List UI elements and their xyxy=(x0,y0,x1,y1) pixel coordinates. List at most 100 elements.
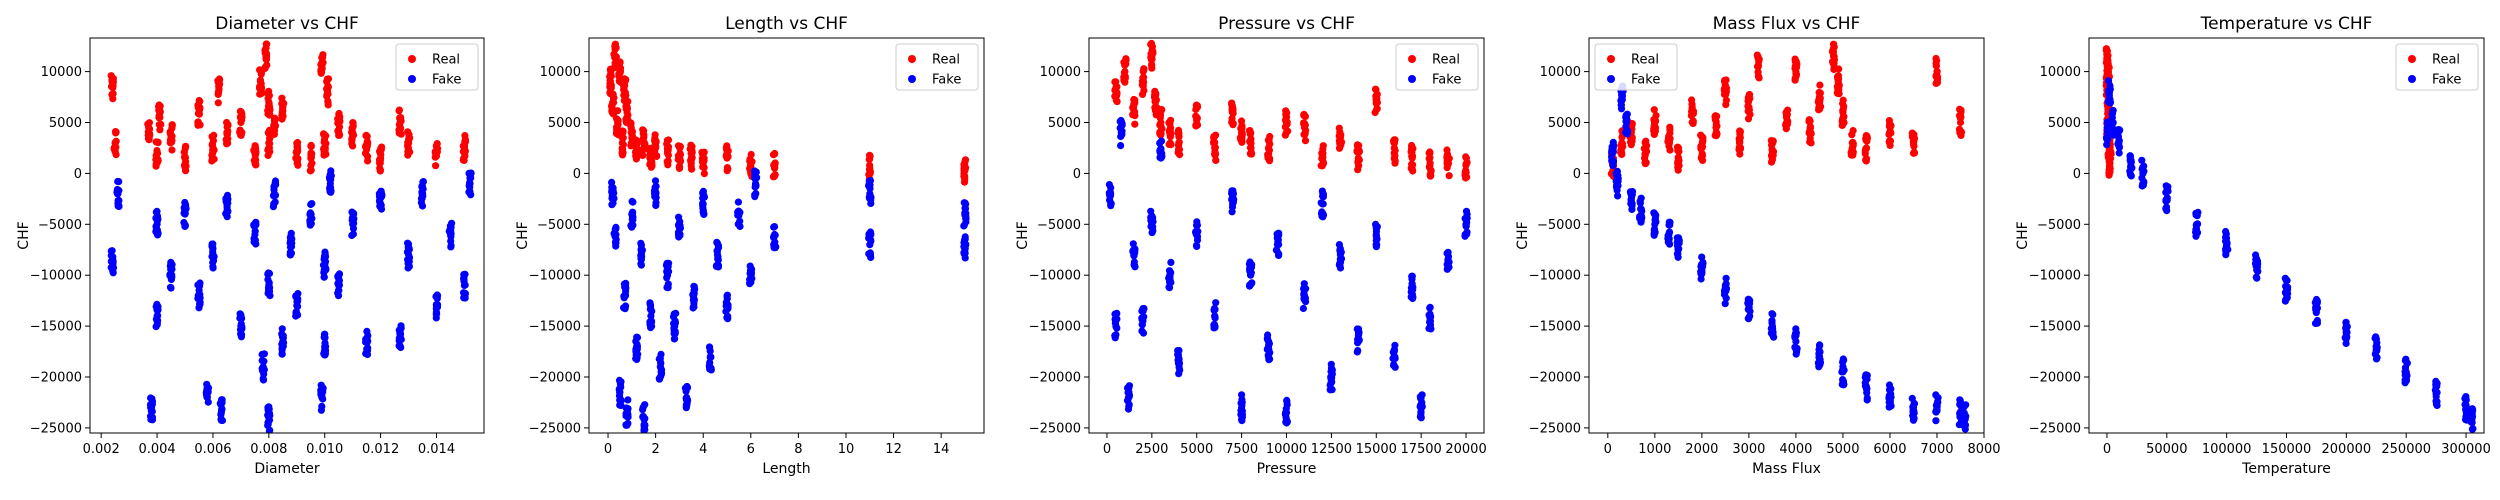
data-point xyxy=(1390,353,1398,361)
legend: Real Fake xyxy=(1594,43,1678,91)
data-point xyxy=(1461,231,1469,239)
data-point xyxy=(612,44,620,52)
chart-panel-5: 0 50000 100000 150000 200000 250000 3000001000… xyxy=(2015,14,2491,477)
plot-frame xyxy=(1088,37,1485,434)
data-point xyxy=(1956,105,1964,113)
data-point xyxy=(1608,149,1617,157)
data-point xyxy=(2253,274,2261,282)
data-point xyxy=(1130,108,1138,116)
data-point xyxy=(1698,266,1706,274)
data-point xyxy=(2402,368,2410,376)
data-point xyxy=(1885,117,1893,125)
data-point xyxy=(1816,98,1824,106)
data-point xyxy=(1282,409,1291,417)
data-point xyxy=(1131,120,1139,128)
data-point xyxy=(223,206,231,214)
data-point xyxy=(664,280,672,288)
data-point xyxy=(326,180,334,188)
data-point xyxy=(770,240,778,249)
data-point xyxy=(111,148,119,156)
data-point xyxy=(363,144,371,152)
series-fake xyxy=(107,167,475,433)
data-point xyxy=(349,129,357,137)
x-tick-label: 8 xyxy=(794,442,802,457)
data-point xyxy=(432,162,440,170)
data-point xyxy=(621,88,629,96)
data-point xyxy=(109,95,117,103)
y-tick-label: −20000 xyxy=(1029,371,1081,386)
data-point xyxy=(663,271,672,279)
data-point xyxy=(1839,377,1848,385)
data-point xyxy=(1674,234,1682,242)
data-point xyxy=(195,96,203,105)
data-point xyxy=(2342,318,2350,327)
data-point xyxy=(1408,275,1416,283)
legend-box xyxy=(2395,43,2479,91)
y-tick-label: −10000 xyxy=(2029,269,2081,284)
data-point xyxy=(1839,368,1847,376)
data-point xyxy=(181,154,189,162)
data-point xyxy=(1247,129,1255,137)
y-tick-label: −5000 xyxy=(1537,218,1581,233)
data-point xyxy=(1675,147,1683,155)
data-point xyxy=(682,387,690,395)
data-point xyxy=(2432,383,2440,391)
data-point xyxy=(1264,331,1272,339)
data-point xyxy=(114,190,122,198)
data-point xyxy=(648,162,656,170)
legend-marker xyxy=(1408,75,1416,83)
data-point xyxy=(375,192,384,200)
data-point xyxy=(1211,305,1219,313)
data-point xyxy=(1229,119,1237,128)
data-point xyxy=(1443,146,1451,154)
data-point xyxy=(181,198,189,207)
x-tick-label: 250000 xyxy=(2381,442,2431,457)
data-point xyxy=(639,151,647,159)
data-point xyxy=(156,113,164,121)
data-point xyxy=(148,416,157,424)
data-point xyxy=(1372,223,1381,231)
data-point xyxy=(770,223,778,231)
data-point xyxy=(265,98,273,106)
data-point xyxy=(1354,154,1362,162)
data-point xyxy=(1614,192,1622,200)
data-point xyxy=(433,140,441,148)
data-point xyxy=(294,290,302,298)
data-point xyxy=(167,134,175,142)
points-layer xyxy=(1105,39,1471,427)
data-point xyxy=(1327,367,1335,376)
data-point xyxy=(1211,312,1219,320)
y-tick-label: 5000 xyxy=(2048,116,2081,131)
data-point xyxy=(264,89,272,97)
data-point xyxy=(1427,166,1435,174)
data-point xyxy=(263,40,271,48)
x-axis-label: Mass Flux xyxy=(1752,461,1821,477)
data-point xyxy=(1689,118,1697,126)
data-point xyxy=(712,262,721,270)
legend-marker xyxy=(1607,75,1615,83)
data-point xyxy=(1335,124,1343,132)
data-point xyxy=(629,198,637,206)
x-tick-label: 0.012 xyxy=(362,442,399,457)
data-point xyxy=(1849,127,1857,135)
data-point xyxy=(306,216,314,224)
data-point xyxy=(335,118,343,127)
y-tick-label: 10000 xyxy=(1040,65,1081,80)
data-point xyxy=(747,271,755,279)
data-point xyxy=(633,355,641,364)
data-point xyxy=(144,120,152,128)
data-point xyxy=(1122,56,1130,64)
data-point xyxy=(734,198,743,206)
series-real xyxy=(107,40,470,175)
data-point xyxy=(1863,133,1871,141)
data-point xyxy=(270,130,278,138)
data-point xyxy=(1266,132,1274,141)
y-tick-label: 0 xyxy=(74,167,82,182)
data-point xyxy=(1462,207,1471,215)
data-point xyxy=(724,315,732,323)
data-point xyxy=(616,388,624,396)
data-point xyxy=(2372,342,2380,351)
data-point xyxy=(687,154,695,162)
data-point xyxy=(1167,278,1175,287)
data-point xyxy=(1238,395,1246,404)
